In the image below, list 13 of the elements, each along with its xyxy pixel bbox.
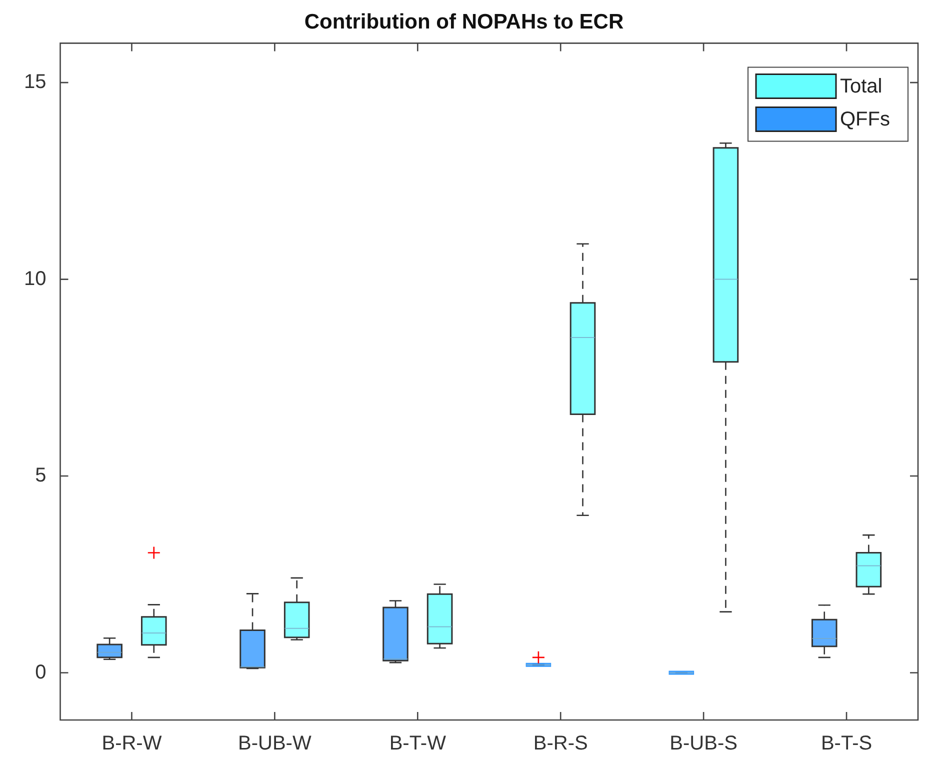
x-tick-label: B-R-S [533, 732, 588, 755]
chart-title: Contribution of NOPAHs to ECR [304, 10, 624, 34]
legend-label: Total [840, 76, 882, 98]
x-tick-label: B-T-S [820, 732, 872, 755]
y-tick-label: 5 [35, 464, 46, 487]
y-tick-label: 15 [24, 71, 46, 94]
x-tick-label: B-UB-S [670, 732, 738, 755]
x-tick-label: B-UB-W [238, 732, 312, 755]
y-tick-label: 0 [35, 661, 46, 684]
x-tick-label: B-R-W [102, 732, 162, 755]
x-tick-label: B-T-W [389, 732, 446, 755]
y-tick-label: 10 [24, 268, 46, 290]
legend-label: QFFs [840, 108, 890, 131]
